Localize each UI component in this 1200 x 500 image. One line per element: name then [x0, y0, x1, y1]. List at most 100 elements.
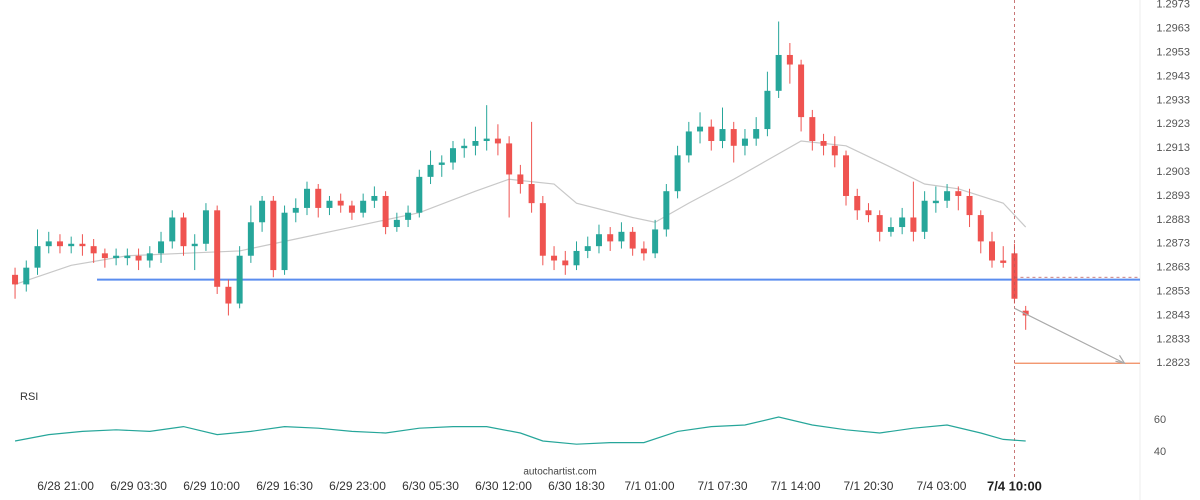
x-tick-label: 7/1 07:30 [697, 479, 747, 493]
candle-body [876, 215, 883, 232]
x-tick-label: 6/30 05:30 [402, 479, 459, 493]
candle-body [865, 210, 872, 216]
y-tick-label: 1.2913 [1156, 142, 1190, 154]
candle-body [640, 248, 647, 254]
candle-body [629, 231, 636, 249]
rsi-tick-label: 60 [1154, 414, 1166, 426]
candle-body [214, 210, 221, 287]
candle-body [225, 286, 232, 304]
candle-body [337, 200, 344, 206]
y-tick-label: 1.2943 [1156, 70, 1190, 82]
candle-body [697, 126, 704, 132]
y-tick-label: 1.2953 [1156, 46, 1190, 58]
candle-body [753, 129, 760, 139]
candle-body [921, 200, 928, 232]
candle-body [562, 260, 569, 266]
candle-body [966, 195, 973, 216]
candle-body [685, 131, 692, 156]
x-tick-label: 7/1 20:30 [843, 479, 893, 493]
candle-body [68, 243, 75, 247]
candle-body [79, 243, 86, 247]
candle-body [494, 138, 501, 144]
candle-body [932, 200, 939, 204]
candle-body [652, 229, 659, 254]
candle-body [843, 155, 850, 196]
y-tick-label: 1.2973 [1156, 0, 1190, 11]
x-tick-label: 6/30 18:30 [548, 479, 605, 493]
candle-body [674, 155, 681, 192]
candle-body [472, 141, 479, 146]
candle-body [56, 241, 63, 247]
candle-body [528, 184, 535, 204]
candle-body [236, 255, 243, 304]
rsi-tick-label: 40 [1154, 446, 1166, 458]
x-tick-label: 7/1 01:00 [624, 479, 674, 493]
candle-body [539, 203, 546, 256]
candle-body [270, 200, 277, 271]
watermark: autochartist.com [523, 467, 596, 478]
candle-body [427, 164, 434, 177]
y-tick-label: 1.2903 [1156, 166, 1190, 178]
x-tick-label: 7/4 03:00 [916, 479, 966, 493]
candle-body [944, 191, 951, 201]
candle-body [101, 253, 108, 259]
candle-body [113, 255, 120, 259]
candle-body [977, 215, 984, 242]
candle-body [595, 234, 602, 247]
candle-body [1022, 310, 1029, 316]
candle-body [663, 191, 670, 230]
candle-body [34, 246, 41, 268]
x-tick-label: 6/29 16:30 [256, 479, 313, 493]
candle-body [573, 250, 580, 266]
moving-average [14, 140, 1027, 285]
candle-body [798, 64, 805, 118]
x-tick-label: 6/30 12:00 [475, 479, 532, 493]
x-tick-label: 6/29 03:30 [110, 479, 167, 493]
y-tick-label: 1.2853 [1156, 285, 1190, 297]
candle-body [382, 195, 389, 228]
candle-body [584, 246, 591, 251]
candle-body [292, 207, 299, 213]
rsi-label: RSI [20, 391, 38, 403]
y-tick-label: 1.2843 [1156, 309, 1190, 321]
x-tick-label: 6/29 10:00 [183, 479, 240, 493]
candle-body [135, 255, 142, 261]
candle-body [416, 176, 423, 213]
y-tick-label: 1.2833 [1156, 333, 1190, 345]
y-tick-label: 1.2863 [1156, 262, 1190, 274]
candle-body [517, 174, 524, 185]
candle-body [910, 217, 917, 232]
x-tick-label: 7/4 10:00 [987, 478, 1042, 493]
candle-body [23, 267, 30, 285]
candle-body [730, 129, 737, 146]
candle-body [326, 200, 333, 208]
candle-body [191, 243, 198, 247]
candle-body [247, 222, 254, 256]
x-tick-label: 6/29 23:00 [329, 479, 386, 493]
x-tick-label: 6/28 21:00 [37, 479, 94, 493]
candle-body [719, 129, 726, 142]
candle-body [461, 145, 468, 149]
candle-body [1000, 260, 1007, 263]
candle-body [775, 54, 782, 91]
y-tick-label: 1.2883 [1156, 214, 1190, 226]
y-tick-label: 1.2893 [1156, 190, 1190, 202]
candle-body [786, 54, 793, 65]
candle-body [12, 274, 19, 285]
y-tick-label: 1.2823 [1156, 357, 1190, 369]
candle-body [506, 143, 513, 175]
candle-body [45, 241, 52, 247]
y-tick-label: 1.2963 [1156, 23, 1190, 35]
candle-body [146, 253, 153, 261]
candle-body [169, 217, 176, 242]
candle-body [899, 217, 906, 228]
x-tick-label: 7/1 14:00 [770, 479, 820, 493]
candle-body [281, 212, 288, 271]
candle-body [405, 212, 412, 220]
candle-body [360, 200, 367, 213]
candle-body [741, 138, 748, 146]
candle-body [820, 141, 827, 146]
candle-body [887, 227, 894, 232]
